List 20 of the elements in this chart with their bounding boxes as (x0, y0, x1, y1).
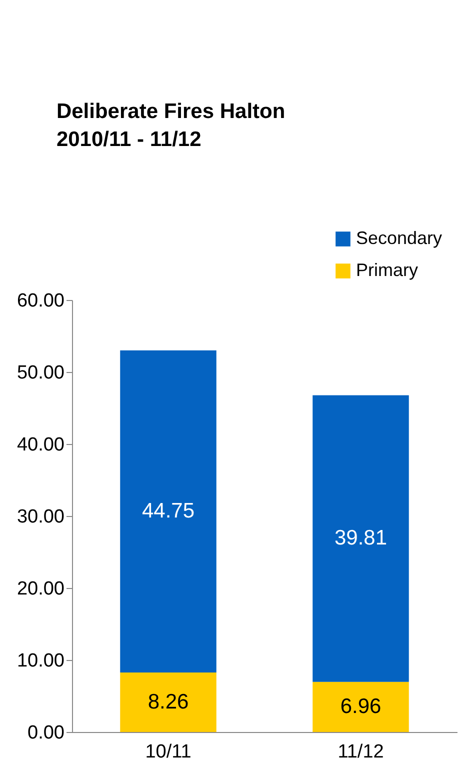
x-tick-label: 10/11 (145, 742, 192, 762)
data-label: 39.81 (334, 526, 388, 550)
y-tick-label: 60.00 (16, 290, 64, 312)
y-tick-label: 20.00 (16, 578, 64, 600)
bar (120, 672, 216, 732)
legend-label: Primary (356, 260, 418, 280)
y-tick-label: 30.00 (16, 506, 64, 528)
chart-title: Deliberate Fires Halton 2010/11 - 11/12 (56, 100, 286, 151)
y-tick-label: 50.00 (16, 362, 64, 384)
data-label: 44.75 (142, 499, 195, 522)
bar (120, 350, 216, 673)
y-tick-label: 10.00 (16, 650, 64, 672)
x-tick-label: 11/12 (338, 742, 384, 762)
y-tick-label: 40.00 (16, 434, 64, 456)
bar (312, 395, 409, 682)
bar (312, 682, 409, 732)
data-label: 6.96 (340, 694, 382, 718)
legend-label: Secondary (356, 228, 442, 248)
y-tick-label: 0.00 (28, 722, 64, 744)
data-label: 8.26 (148, 690, 189, 714)
